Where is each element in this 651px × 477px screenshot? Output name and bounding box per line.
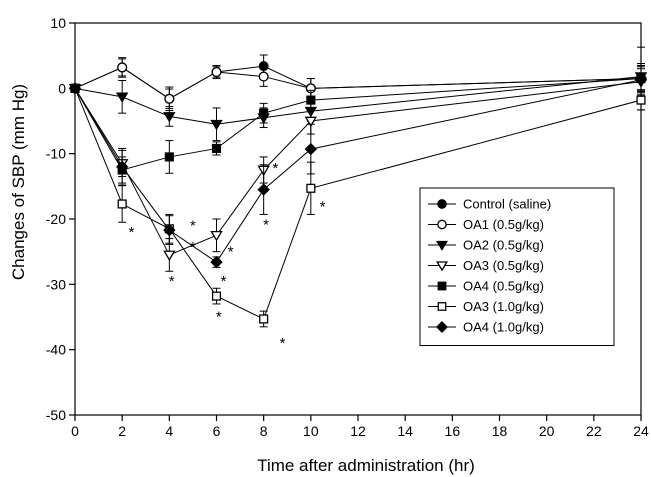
x-tick-label: 16	[445, 423, 461, 439]
data-point	[163, 112, 176, 123]
significance-marker: *	[263, 217, 269, 234]
data-point	[117, 199, 127, 209]
legend-item: OA4 (1.0g/kg)	[428, 320, 544, 335]
legend-label: OA3 (0.5g/kg)	[463, 258, 544, 273]
data-point	[68, 82, 82, 95]
data-point	[306, 183, 316, 193]
significance-marker: *	[280, 335, 286, 352]
data-point	[163, 223, 176, 237]
data-point	[210, 255, 223, 269]
data-point	[164, 152, 174, 162]
y-tick-label: -20	[46, 211, 66, 227]
x-tick-label: 20	[539, 423, 555, 439]
legend-box	[419, 187, 615, 346]
data-point	[258, 71, 269, 82]
data-point	[304, 116, 318, 128]
legend-marker	[437, 302, 447, 311]
x-tick-label: 12	[350, 423, 366, 439]
y-tick-label: -10	[46, 146, 66, 162]
significance-marker: *	[221, 273, 227, 290]
significance-marker: *	[190, 217, 196, 234]
x-tick-label: 8	[260, 423, 268, 439]
significance-marker: *	[216, 309, 222, 326]
significance-marker: *	[228, 243, 234, 260]
x-tick-label: 6	[213, 423, 221, 439]
series-layer	[68, 46, 648, 328]
x-tick-label: 0	[71, 423, 79, 439]
legend-item: Control (saline)	[428, 197, 551, 212]
significance-marker: *	[190, 239, 196, 256]
x-tick-label: 2	[118, 423, 126, 439]
y-tick-label: -30	[46, 276, 66, 292]
series-5	[70, 64, 646, 184]
x-tick-label: 10	[303, 423, 319, 439]
legend-marker	[436, 261, 448, 272]
x-tick-label: 18	[492, 423, 508, 439]
series-line	[74, 65, 642, 100]
legend-label: OA2 (0.5g/kg)	[463, 238, 544, 253]
data-point	[634, 73, 648, 87]
legend-item: OA4 (0.5g/kg)	[428, 279, 544, 294]
legend-item: OA1 (0.5g/kg)	[428, 217, 544, 232]
data-point	[211, 291, 222, 301]
y-tick-label: 0	[58, 80, 66, 96]
series-1	[69, 46, 647, 112]
significance-marker: *	[129, 224, 135, 241]
series-line	[74, 66, 642, 100]
data-point	[211, 66, 222, 78]
legend: Control (saline) OA1 (0.5g/kg) OA2 (0.5g/k…	[419, 187, 615, 346]
legend-label: OA3 (1.0g/kg)	[463, 299, 544, 314]
legend-item: OA3 (1.0g/kg)	[428, 299, 544, 314]
legend-marker	[436, 240, 448, 251]
annotations: **** *******	[129, 160, 326, 352]
x-tick-label: 22	[586, 423, 602, 439]
significance-marker: *	[169, 273, 175, 290]
significance-marker: *	[320, 198, 326, 215]
series-3	[68, 63, 648, 142]
data-point	[306, 95, 316, 105]
x-tick-label: 14	[397, 423, 413, 439]
y-tick-label: -40	[46, 342, 66, 358]
data-point	[115, 92, 129, 103]
data-point	[304, 142, 318, 156]
legend-item: OA2 (0.5g/kg)	[428, 238, 544, 253]
y-tick-label: 10	[50, 15, 66, 31]
data-point	[115, 160, 129, 173]
x-axis-title: Time after administration (hr)	[257, 456, 475, 475]
data-point	[257, 183, 270, 196]
legend-label: OA1 (0.5g/kg)	[463, 217, 544, 232]
y-tick-label: -50	[46, 407, 66, 423]
data-point	[164, 93, 175, 104]
data-point	[163, 250, 176, 262]
data-point	[210, 231, 223, 242]
data-point	[210, 119, 223, 131]
x-tick-label: 24	[633, 423, 649, 439]
data-point	[636, 95, 646, 105]
series-7	[68, 66, 648, 269]
y-axis-title: Changes of SBP (mm Hg)	[9, 84, 28, 280]
legend-marker	[437, 199, 447, 209]
x-tick-label: 4	[165, 423, 173, 439]
legend-marker	[436, 321, 448, 333]
legend-label: Control (saline)	[463, 197, 551, 212]
data-point	[259, 314, 269, 324]
data-point	[211, 143, 222, 153]
data-point	[117, 62, 128, 73]
legend-marker	[437, 219, 447, 230]
legend-marker	[437, 281, 447, 291]
data-point	[259, 108, 269, 118]
legend-item: OA3 (0.5g/kg)	[428, 258, 544, 273]
legend-label: OA4 (0.5g/kg)	[463, 279, 544, 294]
significance-marker: *	[273, 160, 279, 177]
legend-label: OA4 (1.0g/kg)	[463, 320, 544, 335]
